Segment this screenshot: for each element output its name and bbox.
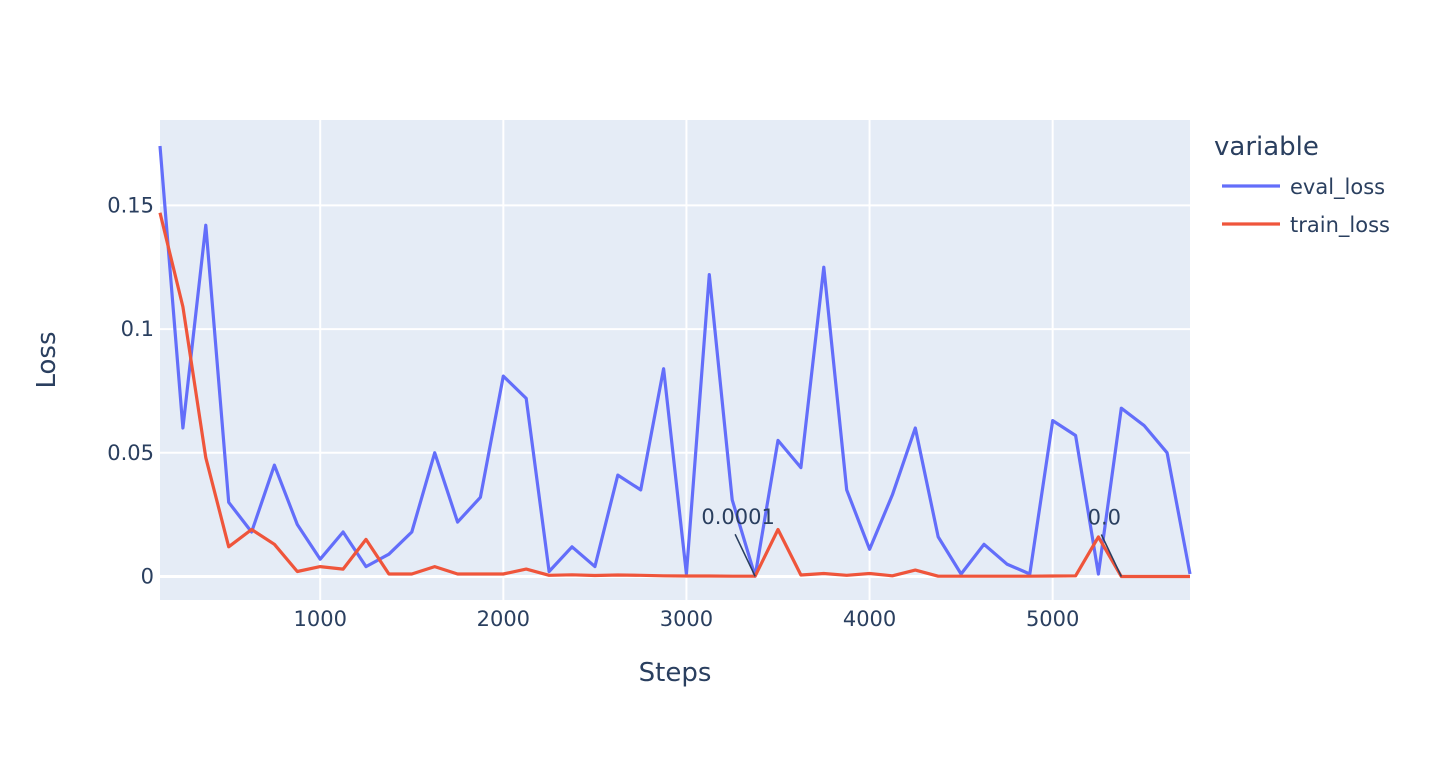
annotation-arrow	[734, 533, 756, 577]
y-tick-label: 0.1	[121, 317, 154, 341]
x-tick-label: 2000	[477, 607, 530, 631]
x-tick-label: 1000	[293, 607, 346, 631]
y-tick-labels: 0 0.05 0.1 0.15	[107, 193, 154, 588]
annotations: 0.0001 0.0	[701, 505, 1123, 577]
series-line-train-loss	[158, 212, 1190, 579]
series-lines	[158, 145, 1192, 579]
y-tick-label: 0.15	[107, 193, 154, 217]
y-tick-label: 0.05	[107, 441, 154, 465]
annotation-label: 0.0001	[701, 505, 774, 529]
x-tick-label: 4000	[843, 607, 896, 631]
x-tick-label: 3000	[660, 607, 713, 631]
annotation-arrow	[1100, 534, 1123, 577]
legend: variable eval_loss train_loss	[1214, 132, 1390, 238]
y-axis-title: Loss	[32, 331, 62, 388]
x-tick-label: 5000	[1026, 607, 1079, 631]
series-line-eval-loss	[158, 145, 1192, 578]
legend-label-train-loss: train_loss	[1290, 213, 1390, 238]
plot-background	[160, 120, 1190, 600]
legend-label-eval-loss: eval_loss	[1290, 175, 1385, 200]
y-tick-label: 0	[141, 564, 154, 588]
x-axis-title: Steps	[639, 658, 712, 688]
x-gridlines	[319, 120, 1054, 600]
x-tick-labels: 1000 2000 3000 4000 5000	[293, 607, 1079, 631]
legend-title: variable	[1214, 132, 1319, 162]
annotation-label: 0.0	[1088, 505, 1121, 529]
